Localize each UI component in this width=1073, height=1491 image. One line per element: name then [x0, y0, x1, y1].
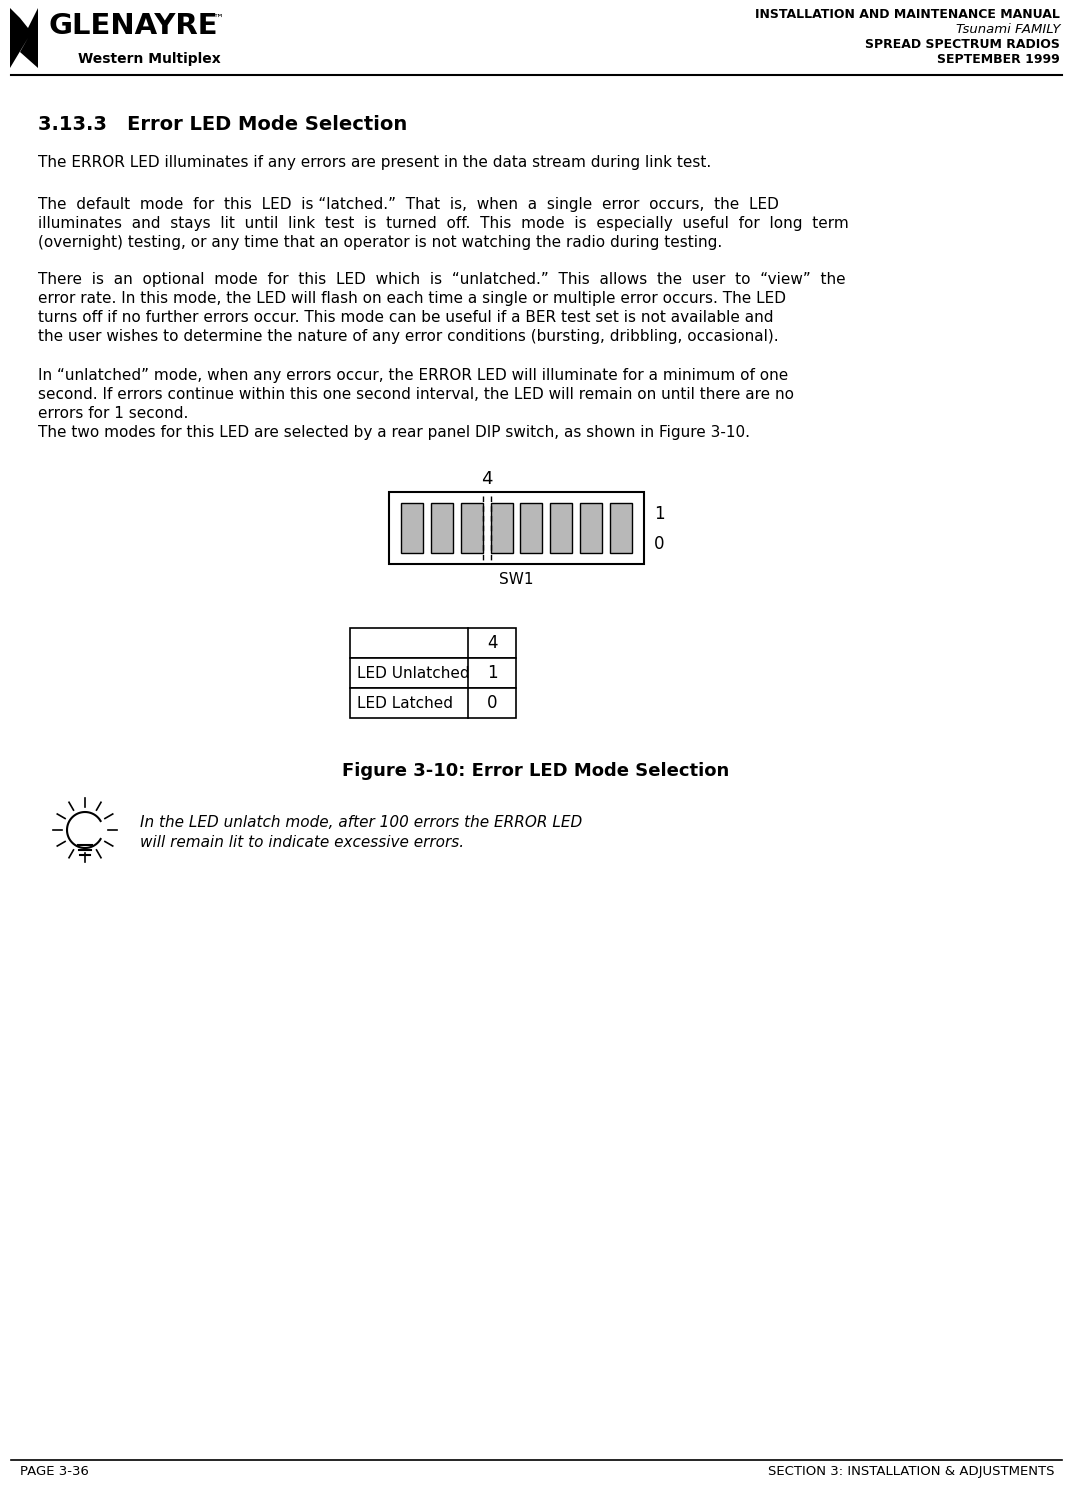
Text: The ERROR LED illuminates if any errors are present in the data stream during li: The ERROR LED illuminates if any errors …	[38, 155, 711, 170]
Text: second. If errors continue within this one second interval, the LED will remain : second. If errors continue within this o…	[38, 388, 794, 403]
Text: Figure 3-10: Error LED Mode Selection: Figure 3-10: Error LED Mode Selection	[342, 762, 730, 780]
Text: GLENAYRE: GLENAYRE	[48, 12, 218, 40]
Bar	[389, 492, 644, 564]
Text: the user wishes to determine the nature of any error conditions (bursting, dribb: the user wishes to determine the nature …	[38, 330, 779, 344]
Bar	[609, 502, 632, 553]
Text: LED Unlatched: LED Unlatched	[357, 665, 470, 680]
Text: The  default  mode  for  this  LED  is “latched.”  That  is,  when  a  single  e: The default mode for this LED is “latche…	[38, 197, 779, 212]
Text: 3.13.3   Error LED Mode Selection: 3.13.3 Error LED Mode Selection	[38, 115, 408, 134]
Text: 4: 4	[487, 634, 497, 652]
Text: SPREAD SPECTRUM RADIOS: SPREAD SPECTRUM RADIOS	[865, 37, 1060, 51]
Text: SEPTEMBER 1999: SEPTEMBER 1999	[937, 54, 1060, 66]
Text: SECTION 3: INSTALLATION & ADJUSTMENTS: SECTION 3: INSTALLATION & ADJUSTMENTS	[768, 1466, 1055, 1478]
Text: (overnight) testing, or any time that an operator is not watching the radio duri: (overnight) testing, or any time that an…	[38, 236, 722, 250]
Text: will remain lit to indicate excessive errors.: will remain lit to indicate excessive er…	[139, 835, 465, 850]
Text: error rate. In this mode, the LED will flash on each time a single or multiple e: error rate. In this mode, the LED will f…	[38, 291, 787, 306]
Text: INSTALLATION AND MAINTENANCE MANUAL: INSTALLATION AND MAINTENANCE MANUAL	[755, 7, 1060, 21]
Bar	[431, 502, 453, 553]
Text: 0: 0	[655, 535, 664, 553]
Text: In “unlatched” mode, when any errors occur, the ERROR LED will illuminate for a : In “unlatched” mode, when any errors occ…	[38, 368, 789, 383]
Text: errors for 1 second.: errors for 1 second.	[38, 406, 189, 420]
Bar	[460, 502, 483, 553]
Text: 1: 1	[655, 505, 664, 523]
Text: LED Latched: LED Latched	[357, 695, 453, 711]
Bar	[401, 502, 423, 553]
Bar	[350, 687, 516, 719]
Bar	[550, 502, 572, 553]
Bar	[580, 502, 602, 553]
Bar	[350, 658, 516, 687]
Bar	[350, 628, 516, 658]
Text: 0: 0	[487, 693, 497, 713]
Bar	[490, 502, 513, 553]
Text: 4: 4	[481, 470, 493, 488]
Text: Tsunami FAMILY: Tsunami FAMILY	[955, 22, 1060, 36]
Text: 1: 1	[487, 663, 497, 681]
Text: PAGE 3-36: PAGE 3-36	[20, 1466, 89, 1478]
Text: Western Multiplex: Western Multiplex	[78, 52, 221, 66]
Text: In the LED unlatch mode, after 100 errors the ERROR LED: In the LED unlatch mode, after 100 error…	[139, 816, 583, 830]
Text: illuminates  and  stays  lit  until  link  test  is  turned  off.  This  mode  i: illuminates and stays lit until link tes…	[38, 216, 849, 231]
Text: ™: ™	[212, 13, 223, 24]
Bar	[520, 502, 543, 553]
Polygon shape	[10, 7, 38, 69]
Text: SW1: SW1	[499, 573, 533, 587]
Text: The two modes for this LED are selected by a rear panel DIP switch, as shown in : The two modes for this LED are selected …	[38, 425, 750, 440]
Text: turns off if no further errors occur. This mode can be useful if a BER test set : turns off if no further errors occur. Th…	[38, 310, 774, 325]
Text: There  is  an  optional  mode  for  this  LED  which  is  “unlatched.”  This  al: There is an optional mode for this LED w…	[38, 271, 846, 286]
